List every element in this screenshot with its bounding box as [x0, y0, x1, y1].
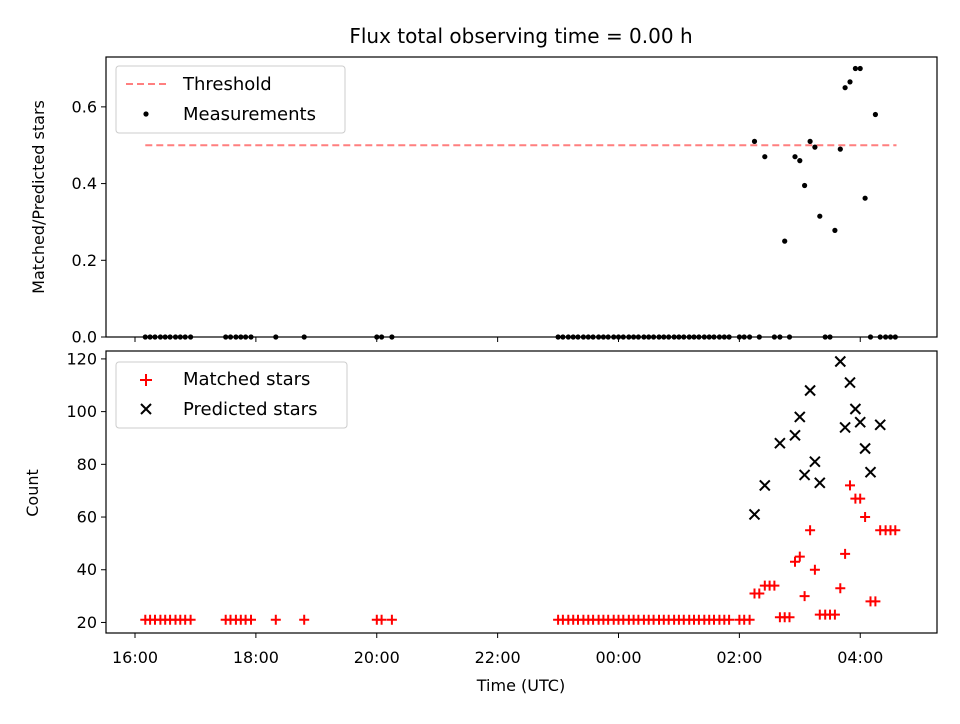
x-tick-label: 22:00 [475, 648, 521, 667]
predicted-star-point [839, 421, 851, 434]
bottom-y-tick-label: 60 [77, 508, 97, 527]
top-y-tick-label: 0.6 [72, 97, 97, 116]
matched-star-point [794, 551, 805, 562]
predicted-star-point [748, 508, 761, 521]
measurement-point [862, 195, 868, 201]
x-tick-label: 04:00 [837, 648, 883, 667]
predicted-star-point [859, 442, 871, 455]
measurements-legend-label: Measurements [183, 104, 316, 125]
matched-star-point [246, 614, 256, 625]
matched-star-point [870, 596, 881, 607]
measurement-point [792, 154, 798, 160]
predicted-stars-legend-swatch [140, 403, 152, 415]
measurement-point [837, 146, 843, 152]
x-tick-label: 20:00 [354, 648, 400, 667]
matched-star-point [829, 609, 840, 620]
matched-star-point [769, 580, 780, 591]
bottom-y-tick-label: 120 [66, 349, 97, 368]
matched-star-point [860, 512, 871, 522]
measurement-point [842, 85, 848, 91]
measurement-point [762, 154, 768, 160]
x-axis-label: Time (UTC) [476, 676, 565, 695]
flux-ratio-panel: Flux total observing time = 0.00 h Match… [29, 24, 938, 347]
predicted-star-point [874, 419, 886, 431]
predicted-star-point [759, 479, 771, 492]
measurement-point [832, 227, 838, 233]
bottom-y-tick-label: 80 [77, 455, 97, 474]
threshold-legend-label: Threshold [182, 74, 272, 95]
chart-title: Flux total observing time = 0.00 h [349, 24, 692, 48]
predicted-stars-legend-label: Predicted stars [183, 399, 317, 420]
matched-stars-legend-label: Matched stars [183, 369, 310, 390]
measurements-legend-swatch [143, 111, 149, 117]
top-y-axis-label: Matched/Predicted stars [29, 100, 48, 294]
top-y-tick-label: 0.4 [72, 174, 97, 193]
top-legend-box [115, 65, 346, 134]
bottom-y-axis-label: Count [23, 469, 42, 517]
predicted-star-point [804, 384, 816, 397]
x-tick-label: 02:00 [716, 648, 762, 667]
predicted-star-point [849, 403, 862, 415]
matched-star-point [890, 525, 901, 536]
matched-star-point [185, 614, 196, 625]
predicted-star-point [789, 429, 801, 442]
top-y-tick-label: 0.0 [72, 328, 97, 347]
matched-star-point [299, 614, 310, 625]
matched-star-point [855, 493, 866, 504]
predicted-star-point [864, 466, 877, 478]
measurement-point [812, 144, 818, 150]
bottom-legend-box [115, 361, 348, 429]
measurement-point [782, 238, 788, 244]
measurement-point [802, 182, 808, 189]
matched-star-point [376, 614, 387, 625]
top-y-tick-label: 0.2 [72, 251, 97, 270]
predicted-star-point [844, 376, 856, 389]
predicted-star-point [794, 411, 806, 423]
matched-star-point [805, 525, 816, 536]
bottom-y-tick-label: 100 [66, 402, 97, 421]
measurement-point [807, 138, 813, 144]
predicted-star-point [854, 416, 866, 428]
matched-star-point [840, 548, 851, 559]
predicted-star-point [774, 437, 786, 449]
measurement-point [797, 158, 803, 164]
x-tick-label: 00:00 [595, 648, 641, 667]
x-tick-label: 18:00 [233, 648, 279, 667]
bottom-legend: Matched stars Predicted stars [115, 361, 348, 429]
bottom-plot-frame [105, 350, 938, 634]
measurement-point [847, 79, 853, 85]
predicted-star-point [798, 469, 811, 481]
measurement-point [817, 213, 823, 219]
matched-star-point [724, 614, 735, 625]
matched-star-point [835, 583, 846, 594]
matched-star-point [809, 564, 820, 575]
matched-star-point [784, 612, 795, 623]
measurement-point [852, 65, 859, 72]
measurement-point [751, 138, 758, 144]
matched-star-point [799, 591, 810, 602]
matched-star-point [754, 588, 765, 599]
top-legend: Threshold Measurements [115, 65, 346, 134]
predicted-star-point [834, 355, 847, 368]
top-plot-frame [105, 56, 938, 338]
bottom-y-tick-label: 20 [77, 613, 97, 632]
matched-star-point [744, 614, 755, 625]
matched-star-point [270, 614, 281, 625]
matched-star-point [845, 480, 855, 491]
matched-star-point [386, 614, 397, 625]
bottom-y-tick-label: 40 [77, 560, 97, 579]
predicted-star-point [814, 477, 826, 489]
predicted-star-point [809, 455, 821, 468]
measurement-point [857, 65, 863, 72]
measurement-point [872, 111, 879, 118]
matched-star-point [790, 556, 800, 567]
matched-stars-legend-swatch [140, 374, 152, 386]
star-count-panel: Count Time (UTC) 20 40 60 80 100 120 16:00 18:0… [23, 349, 938, 695]
x-tick-label: 16:00 [112, 648, 158, 667]
